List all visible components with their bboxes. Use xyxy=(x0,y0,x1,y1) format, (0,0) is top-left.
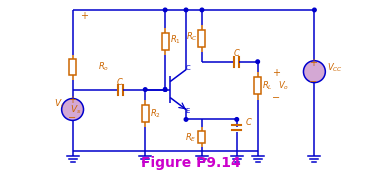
Circle shape xyxy=(303,61,325,83)
Circle shape xyxy=(200,8,204,12)
Text: $C$: $C$ xyxy=(245,116,253,127)
Text: −: − xyxy=(309,77,317,87)
Text: C: C xyxy=(186,65,190,71)
Text: $C$: $C$ xyxy=(233,47,241,58)
Text: $R_L$: $R_L$ xyxy=(262,79,273,92)
Bar xyxy=(254,77,261,94)
Text: +: + xyxy=(68,94,76,105)
Text: Figure P9.14: Figure P9.14 xyxy=(141,156,241,170)
Circle shape xyxy=(163,8,167,12)
Text: −: − xyxy=(272,93,280,103)
Circle shape xyxy=(163,88,167,91)
Text: B: B xyxy=(163,87,167,93)
Circle shape xyxy=(184,8,188,12)
Bar xyxy=(162,33,168,50)
Text: +: + xyxy=(272,68,280,78)
Text: $R_1$: $R_1$ xyxy=(170,34,181,46)
Text: $R_C$: $R_C$ xyxy=(186,31,198,43)
Text: +: + xyxy=(309,58,317,68)
Bar xyxy=(142,105,149,122)
Text: E: E xyxy=(186,109,190,114)
Circle shape xyxy=(235,118,239,121)
Text: $R_E$: $R_E$ xyxy=(185,131,197,144)
Text: $V_{CC}$: $V_{CC}$ xyxy=(327,61,343,74)
Circle shape xyxy=(62,99,84,120)
Text: $R_o$: $R_o$ xyxy=(98,60,109,73)
Text: $R_2$: $R_2$ xyxy=(150,107,161,120)
Text: +: + xyxy=(81,11,89,21)
Text: $V_i$: $V_i$ xyxy=(54,97,63,110)
Text: $C$: $C$ xyxy=(117,76,124,87)
Text: $V_s$: $V_s$ xyxy=(70,103,81,116)
Circle shape xyxy=(256,60,259,63)
Bar xyxy=(69,60,76,75)
Circle shape xyxy=(312,8,316,12)
Text: $V_o$: $V_o$ xyxy=(278,79,289,92)
Text: −: − xyxy=(68,113,76,123)
Bar xyxy=(199,30,206,47)
Bar xyxy=(199,131,206,143)
Circle shape xyxy=(143,88,147,91)
Circle shape xyxy=(184,118,188,121)
